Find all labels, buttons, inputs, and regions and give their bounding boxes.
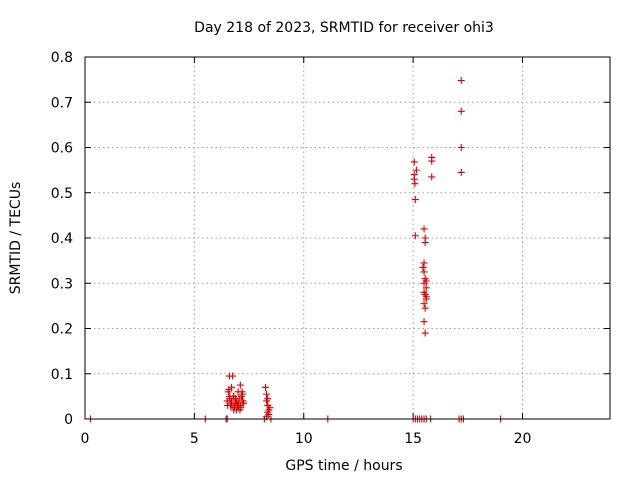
x-tick-label: 20	[514, 431, 532, 447]
data-point	[264, 395, 272, 403]
data-point	[229, 372, 237, 380]
data-point	[410, 158, 418, 166]
y-tick-label: 0.5	[51, 186, 73, 202]
data-point	[420, 300, 428, 308]
x-tick-label: 5	[190, 431, 199, 447]
x-tick-label: 15	[404, 431, 422, 447]
data-point	[420, 318, 428, 326]
data-point	[428, 173, 436, 181]
y-tick-label: 0.6	[51, 141, 73, 157]
y-tick-label: 0.7	[51, 95, 73, 111]
data-point	[261, 383, 269, 391]
data-point	[457, 107, 465, 115]
data-point	[428, 157, 436, 165]
data-point	[263, 390, 271, 398]
y-tick-label: 0.4	[51, 231, 73, 247]
data-point	[236, 381, 244, 389]
data-point	[419, 263, 427, 271]
data-point	[412, 166, 420, 174]
data-point	[411, 232, 419, 240]
data-point	[411, 180, 419, 188]
chart-title: Day 218 of 2023, SRMTID for receiver ohi…	[194, 20, 494, 36]
data-point	[420, 279, 428, 287]
y-tick-label: 0.3	[51, 276, 73, 292]
data-point	[410, 175, 418, 183]
data-point	[457, 168, 465, 176]
data-point	[239, 397, 247, 405]
data-point	[457, 144, 465, 151]
data-point	[421, 239, 429, 247]
data-point	[225, 386, 233, 394]
data-point	[236, 406, 244, 414]
y-tick-label: 0.2	[51, 322, 73, 338]
data-point	[421, 304, 429, 312]
data-point	[411, 196, 419, 204]
data-point	[421, 329, 429, 337]
data-point	[266, 404, 274, 412]
data-point	[234, 401, 242, 409]
data-point	[232, 395, 239, 403]
data-point	[227, 399, 235, 407]
data-point	[238, 388, 246, 396]
data-points	[86, 77, 505, 423]
plot-frame	[84, 56, 611, 420]
data-point	[422, 293, 430, 301]
tick-layer: 0 5 10 15 20 0 0.1 0.2 0.3 0.4 0.5 0.6 0.7 0.8	[51, 50, 610, 447]
data-point	[420, 225, 428, 233]
data-point	[457, 77, 465, 85]
y-tick-label: 0.1	[51, 367, 73, 383]
data-point	[422, 284, 430, 292]
x-axis-label: GPS time / hours	[285, 458, 402, 474]
y-axis-label: SRMTID / TECUs	[8, 182, 24, 295]
x-tick-label: 10	[295, 431, 313, 447]
y-tick-label: 0.8	[51, 50, 73, 66]
data-point	[420, 259, 428, 267]
data-point	[264, 408, 272, 416]
data-point	[420, 268, 428, 276]
x-tick-label: 0	[81, 431, 90, 447]
grid-layer	[85, 57, 610, 419]
y-tick-label: 0	[64, 412, 73, 428]
